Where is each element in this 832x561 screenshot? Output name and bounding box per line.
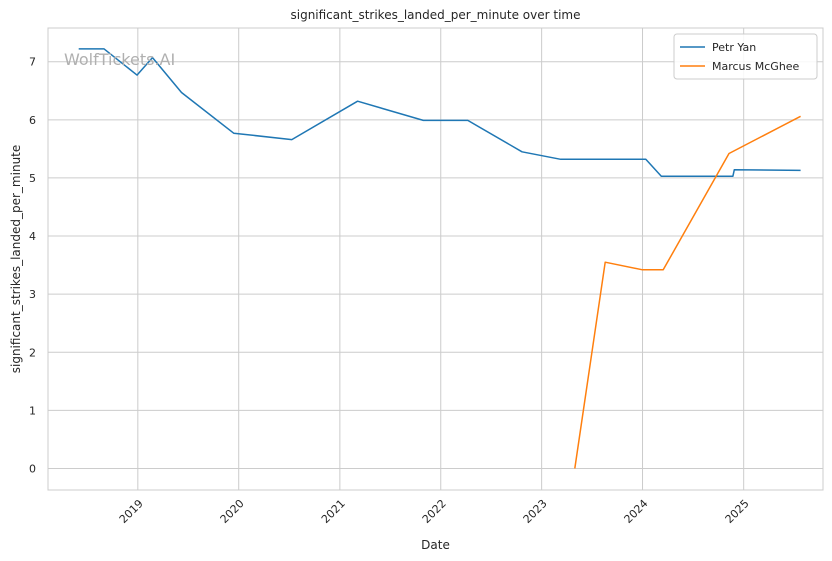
series-line-2 [574,115,801,469]
y-tick-label: 7 [29,56,36,69]
y-axis-title: significant_strikes_landed_per_minute [9,145,23,374]
legend-box [673,33,818,80]
plot-frame [47,27,824,491]
legend-label: Petr Yan [712,41,756,54]
x-tick-label: 2019 [117,497,146,526]
x-tick-label: 2022 [420,497,449,526]
x-tick-label: 2023 [521,497,550,526]
x-axis: 2019 2020 2021 2022 2023 2024 2025 [117,497,752,526]
chart-title: significant_strikes_landed_per_minute ov… [290,8,580,22]
watermark: WolfTickets.AI [64,50,175,69]
y-tick-label: 6 [29,114,36,127]
y-axis: 0 1 2 3 4 5 6 7 [29,56,36,476]
x-axis-title: Date [421,538,450,552]
x-tick-label: 2021 [319,497,348,526]
x-tick-label: 2025 [723,497,752,526]
y-tick-label: 2 [29,346,36,359]
series-line-1 [78,48,801,177]
legend-label: Marcus McGhee [712,60,800,73]
y-tick-label: 1 [29,404,36,417]
y-tick-label: 3 [29,288,36,301]
x-tick-label: 2024 [622,497,651,526]
y-tick-label: 4 [29,230,36,243]
series-layer [78,48,801,469]
legend: Petr Yan Marcus McGhee [673,33,818,80]
y-tick-label: 5 [29,172,36,185]
grid [48,28,823,490]
y-tick-label: 0 [29,462,36,475]
x-tick-label: 2020 [218,497,247,526]
